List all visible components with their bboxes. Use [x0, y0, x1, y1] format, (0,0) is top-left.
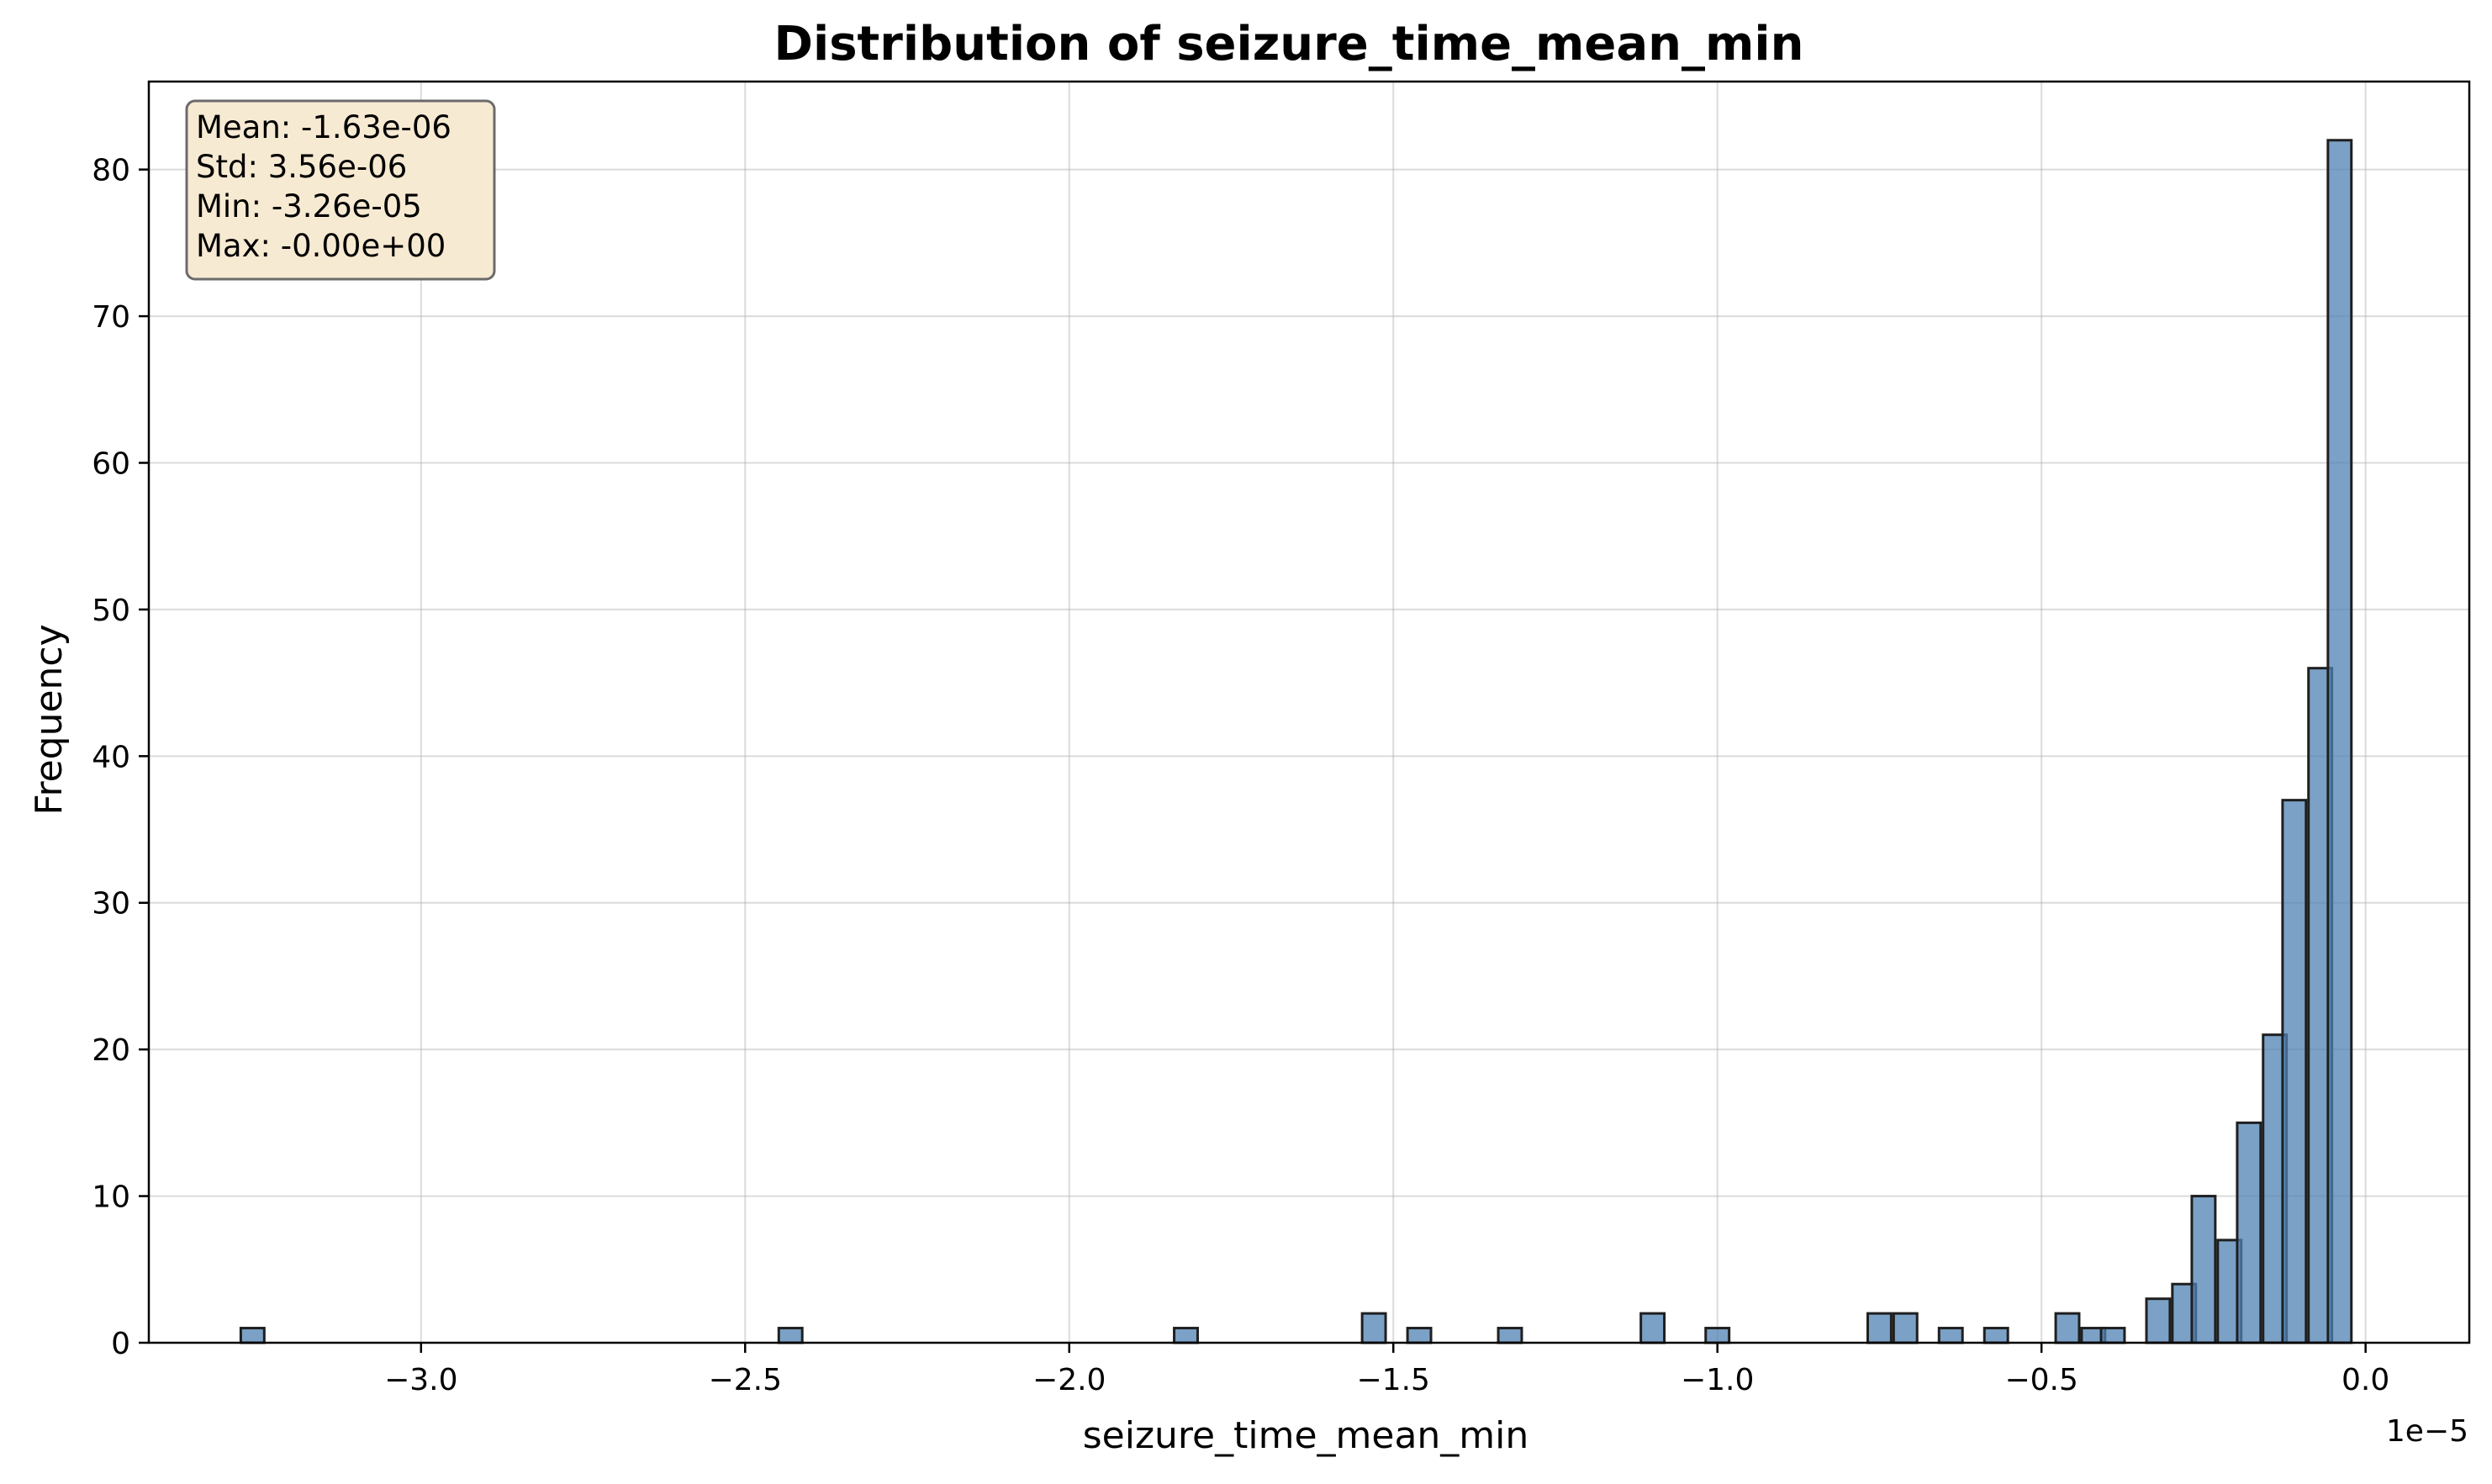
histogram-bar — [1497, 1327, 1523, 1344]
x-tick-label: −2.5 — [709, 1363, 782, 1397]
plot-frame — [147, 80, 2471, 1344]
y-tick-label: 40 — [92, 740, 130, 774]
histogram-bar — [1173, 1327, 1199, 1344]
histogram-bar — [239, 1327, 266, 1344]
x-tick-label: −1.5 — [1357, 1363, 1430, 1397]
histogram-bar — [777, 1327, 804, 1344]
x-ticks: −3.0 −2.5 −2.0 −1.5 −1.0 −0.5 0.0 — [384, 1343, 2389, 1397]
histogram-bar — [1639, 1312, 1666, 1344]
stats-box: Mean: -1.63e-06 Std: 3.56e-06 Min: -3.26… — [185, 99, 496, 281]
histogram-bar — [1983, 1327, 2009, 1344]
gridlines — [149, 82, 2469, 1344]
y-ticks: 0 10 20 30 40 50 60 70 80 — [92, 154, 149, 1361]
y-tick-label: 0 — [111, 1327, 130, 1361]
stats-min: Min: -3.26e-05 — [196, 188, 422, 224]
histogram-bar — [2236, 1121, 2262, 1344]
x-axis-label: seizure_time_mean_min — [1083, 1414, 1529, 1457]
histogram-bar — [2190, 1195, 2217, 1344]
histogram-bar — [1704, 1327, 1731, 1344]
x-offset-label: 1e−5 — [2386, 1414, 2468, 1449]
chart-title: Distribution of seizure_time_mean_min — [774, 17, 1804, 71]
x-tick-label: −1.0 — [1681, 1363, 1754, 1397]
histogram-bar — [2054, 1312, 2081, 1344]
y-tick-label: 70 — [92, 300, 130, 335]
y-axis-label: Frequency — [28, 624, 71, 815]
y-tick-label: 30 — [92, 887, 130, 922]
y-tick-label: 60 — [92, 446, 130, 481]
y-tick-label: 20 — [92, 1033, 130, 1068]
histogram-bar — [1937, 1327, 1964, 1344]
histogram-bar — [1892, 1312, 1919, 1344]
x-tick-label: −2.0 — [1032, 1363, 1106, 1397]
y-tick-label: 80 — [92, 154, 130, 188]
histogram-bar — [2145, 1297, 2172, 1344]
y-tick-label: 50 — [92, 594, 130, 628]
histogram-bar — [1866, 1312, 1893, 1344]
histogram-bar — [2281, 799, 2308, 1344]
histogram-bar — [2099, 1327, 2126, 1344]
x-tick-label: 0.0 — [2342, 1363, 2389, 1397]
histogram-bar — [2326, 139, 2353, 1344]
stats-mean: Mean: -1.63e-06 — [196, 109, 451, 145]
histogram-bar — [1360, 1312, 1387, 1344]
stats-box-background — [185, 99, 496, 281]
x-tick-label: −0.5 — [2004, 1363, 2078, 1397]
bars — [239, 139, 2353, 1344]
stats-std: Std: 3.56e-06 — [196, 149, 407, 185]
histogram-bar — [1406, 1327, 1433, 1344]
stats-max: Max: -0.00e+00 — [196, 228, 446, 264]
y-tick-label: 10 — [92, 1180, 130, 1215]
x-tick-label: −3.0 — [384, 1363, 457, 1397]
